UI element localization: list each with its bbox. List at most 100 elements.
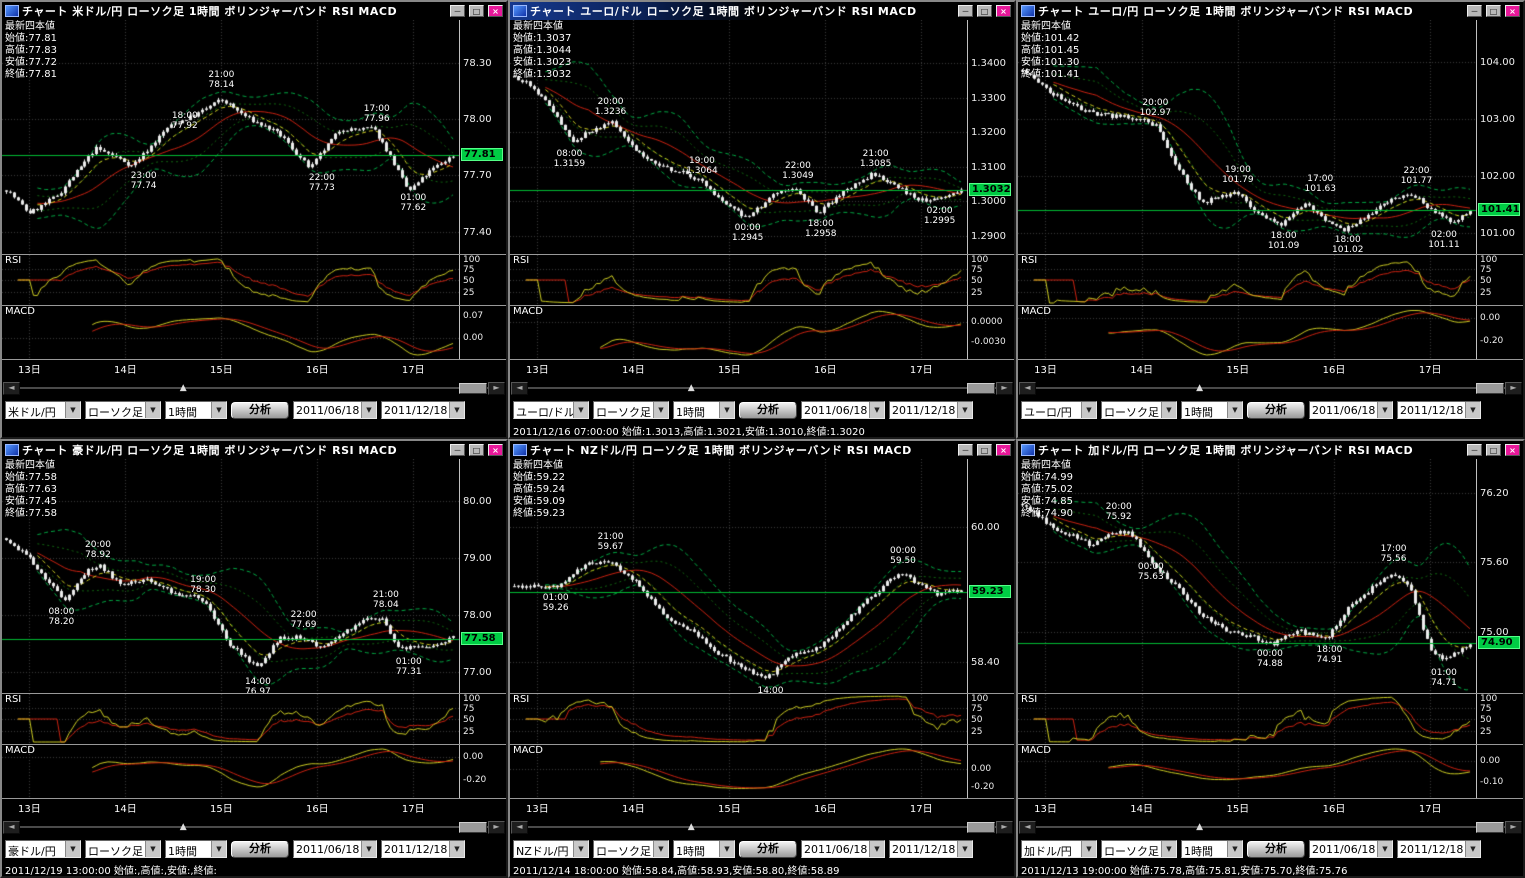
candlestick-chart[interactable]: 最新四本値 始値:77.81 高値:77.83 安値:77.72 終値:77.8… [2,20,506,254]
chevron-down-icon[interactable]: ▼ [1227,841,1242,857]
timeframe-select[interactable]: 1時間 ▼ [1181,840,1243,858]
scrollbar-track[interactable]: ▲ [20,381,488,395]
date-to-select[interactable]: 2011/12/18 ▼ [381,840,465,858]
scrollbar-slider[interactable]: ▲ [1196,821,1204,832]
scroll-left-button[interactable]: ◄ [1019,820,1036,834]
maximize-button[interactable]: □ [977,5,992,17]
chevron-down-icon[interactable]: ▼ [65,402,80,418]
chevron-down-icon[interactable]: ▼ [719,841,734,857]
candlestick-chart[interactable]: 最新四本値 始値:59.22 高値:59.24 安値:59.09 終値:59.2… [510,459,1014,693]
chevron-down-icon[interactable]: ▼ [1081,402,1096,418]
scroll-left-button[interactable]: ◄ [511,820,528,834]
chart-type-select[interactable]: ローソク足 ▼ [85,840,161,858]
pair-select[interactable]: ユーロ/ドル ▼ [513,401,589,419]
chart-type-select[interactable]: ローソク足 ▼ [85,401,161,419]
macd-subchart[interactable]: MACD 0.0000 -0.0030 [510,305,1014,359]
scrollbar-track[interactable]: ▲ [1036,820,1505,834]
chevron-down-icon[interactable]: ▼ [957,841,972,857]
chart-type-select[interactable]: ローソク足 ▼ [593,401,669,419]
candlestick-plot[interactable]: 最新四本値 始値:77.58 高値:77.63 安値:77.45 終値:77.5… [2,459,459,693]
candlestick-plot[interactable]: 最新四本値 始値:101.42 高値:101.45 安値:101.30 終値:1… [1018,20,1476,254]
candlestick-plot[interactable]: 最新四本値 始値:77.81 高値:77.83 安値:77.72 終値:77.8… [2,20,459,254]
chart-scrollbar[interactable]: ◄ ▲ ► [510,820,1014,834]
pair-select[interactable]: NZドル/円 ▼ [513,840,589,858]
scrollbar-slider[interactable]: ▲ [179,382,187,393]
chevron-down-icon[interactable]: ▼ [1465,402,1480,418]
scrollbar-slider[interactable]: ▲ [687,382,695,393]
titlebar[interactable]: チャート ユーロ/ドル ローソク足 1時間 ボリンジャーバンド RSI MACD… [510,2,1014,20]
date-to-select[interactable]: 2011/12/18 ▼ [889,401,973,419]
chevron-down-icon[interactable]: ▼ [573,402,588,418]
date-from-select[interactable]: 2011/06/18 ▼ [293,840,377,858]
chevron-down-icon[interactable]: ▼ [145,841,160,857]
scrollbar-thumb[interactable] [1476,821,1504,833]
close-button[interactable]: × [1505,5,1520,17]
rsi-subchart[interactable]: RSI 100 75 50 25 [2,693,506,744]
minimize-button[interactable]: － [450,5,465,17]
scrollbar-track[interactable]: ▲ [528,820,996,834]
rsi-subchart[interactable]: RSI 100 75 50 25 [1018,693,1523,744]
titlebar[interactable]: チャート NZドル/円 ローソク足 1時間 ボリンジャーバンド RSI MACD… [510,441,1014,459]
scroll-right-button[interactable]: ► [996,381,1013,395]
titlebar[interactable]: チャート 豪ドル/円 ローソク足 1時間 ボリンジャーバンド RSI MACD … [2,441,506,459]
scrollbar-thumb[interactable] [1476,382,1504,394]
chart-scrollbar[interactable]: ◄ ▲ ► [1018,820,1523,834]
date-to-select[interactable]: 2011/12/18 ▼ [381,401,465,419]
macd-subchart[interactable]: MACD 0.07 0.00 [2,305,506,359]
timeframe-select[interactable]: 1時間 ▼ [673,401,735,419]
scrollbar-slider[interactable]: ▲ [1196,382,1204,393]
close-button[interactable]: × [488,444,503,456]
maximize-button[interactable]: □ [469,5,484,17]
chevron-down-icon[interactable]: ▼ [65,841,80,857]
scroll-right-button[interactable]: ► [1505,381,1522,395]
scrollbar-thumb[interactable] [967,821,995,833]
chevron-down-icon[interactable]: ▼ [211,841,226,857]
scrollbar-track[interactable]: ▲ [20,820,488,834]
chevron-down-icon[interactable]: ▼ [719,402,734,418]
analyze-button[interactable]: 分析 [231,401,289,419]
maximize-button[interactable]: □ [977,444,992,456]
rsi-subchart[interactable]: RSI 100 75 50 25 [510,254,1014,305]
candlestick-chart[interactable]: 最新四本値 始値:101.42 高値:101.45 安値:101.30 終値:1… [1018,20,1523,254]
chevron-down-icon[interactable]: ▼ [1377,402,1392,418]
close-button[interactable]: × [996,5,1011,17]
pair-select[interactable]: 加ドル/円 ▼ [1021,840,1097,858]
timeframe-select[interactable]: 1時間 ▼ [165,401,227,419]
pair-select[interactable]: 豪ドル/円 ▼ [5,840,81,858]
chevron-down-icon[interactable]: ▼ [449,841,464,857]
analyze-button[interactable]: 分析 [1247,401,1305,419]
titlebar[interactable]: チャート 加ドル/円 ローソク足 1時間 ボリンジャーバンド RSI MACD … [1018,441,1523,459]
minimize-button[interactable]: － [1467,444,1482,456]
chevron-down-icon[interactable]: ▼ [653,841,668,857]
scroll-right-button[interactable]: ► [1505,820,1522,834]
titlebar[interactable]: チャート 米ドル/円 ローソク足 1時間 ボリンジャーバンド RSI MACD … [2,2,506,20]
chevron-down-icon[interactable]: ▼ [361,402,376,418]
minimize-button[interactable]: － [1467,5,1482,17]
date-to-select[interactable]: 2011/12/18 ▼ [889,840,973,858]
candlestick-chart[interactable]: 最新四本値 始値:77.58 高値:77.63 安値:77.45 終値:77.5… [2,459,506,693]
close-button[interactable]: × [996,444,1011,456]
maximize-button[interactable]: □ [1486,444,1501,456]
scroll-left-button[interactable]: ◄ [3,381,20,395]
scrollbar-slider[interactable]: ▲ [179,821,187,832]
close-button[interactable]: × [1505,444,1520,456]
maximize-button[interactable]: □ [1486,5,1501,17]
date-from-select[interactable]: 2011/06/18 ▼ [293,401,377,419]
candlestick-chart[interactable]: 最新四本値 始値:1.3037 高値:1.3044 安値:1.3023 終値:1… [510,20,1014,254]
date-from-select[interactable]: 2011/06/18 ▼ [1309,401,1393,419]
timeframe-select[interactable]: 1時間 ▼ [1181,401,1243,419]
scroll-left-button[interactable]: ◄ [3,820,20,834]
chevron-down-icon[interactable]: ▼ [653,402,668,418]
chevron-down-icon[interactable]: ▼ [449,402,464,418]
chart-scrollbar[interactable]: ◄ ▲ ► [1018,381,1523,395]
candlestick-plot[interactable]: 最新四本値 始値:74.99 高値:75.02 安値:74.85 終値:74.9… [1018,459,1476,693]
scroll-left-button[interactable]: ◄ [1019,381,1036,395]
maximize-button[interactable]: □ [469,444,484,456]
timeframe-select[interactable]: 1時間 ▼ [673,840,735,858]
chevron-down-icon[interactable]: ▼ [1377,841,1392,857]
scrollbar-thumb[interactable] [967,382,995,394]
scrollbar-thumb[interactable] [459,821,487,833]
macd-subchart[interactable]: MACD 0.00 -0.20 [1018,305,1523,359]
analyze-button[interactable]: 分析 [739,401,797,419]
minimize-button[interactable]: － [450,444,465,456]
